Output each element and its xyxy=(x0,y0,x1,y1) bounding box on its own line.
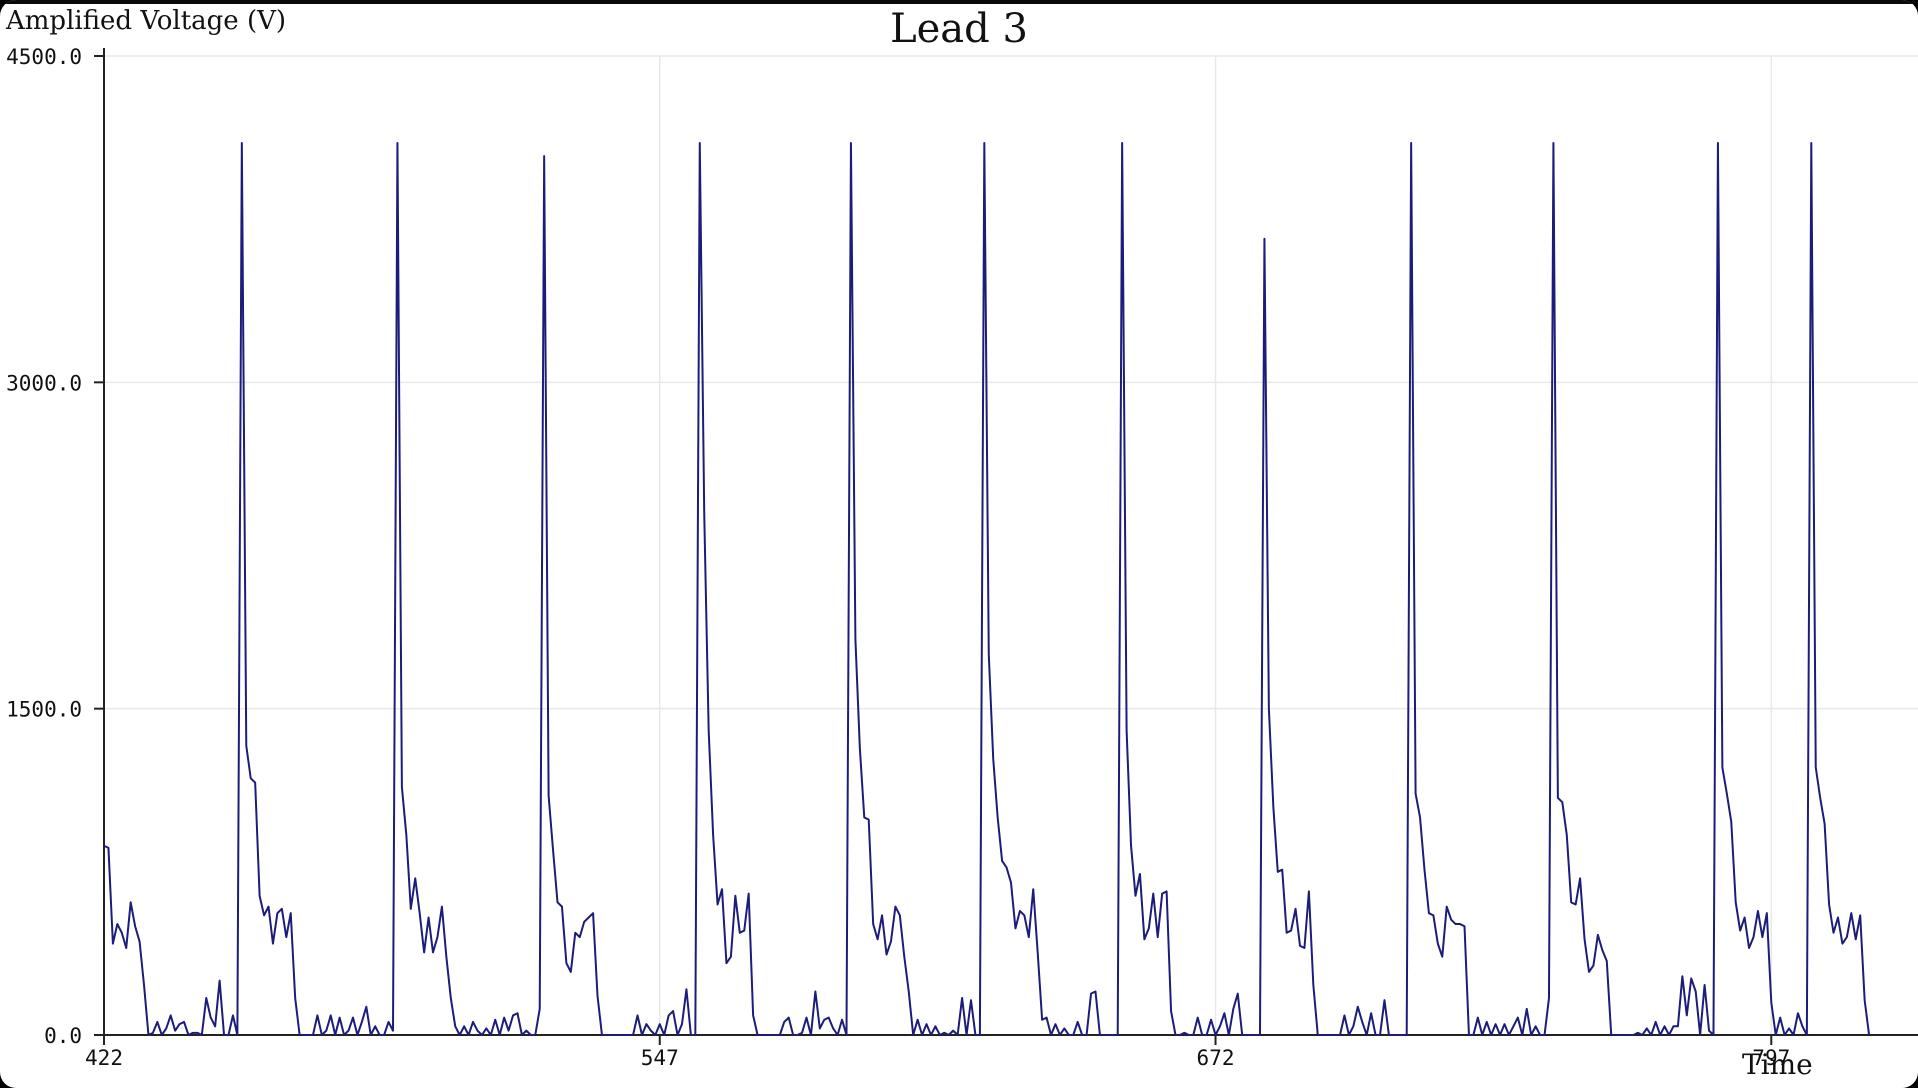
x-tick-label: 422 xyxy=(85,1046,123,1070)
y-tick-label: 3000.0 xyxy=(6,371,82,395)
grid xyxy=(104,55,1918,1035)
y-tick-label: 1500.0 xyxy=(6,698,82,722)
axes xyxy=(94,48,1918,1045)
x-axis-label: Time xyxy=(1742,1048,1813,1081)
x-tick-label: 672 xyxy=(1197,1046,1235,1070)
y-tick-label: 0.0 xyxy=(44,1024,82,1048)
series-line xyxy=(103,142,1871,1036)
window-top-strip xyxy=(0,0,1918,4)
series-layer xyxy=(103,142,1871,1036)
x-tick-label: 797 xyxy=(1752,1046,1790,1070)
y-tick-label: 4500.0 xyxy=(6,45,82,69)
tick-labels: 0.0 1500.0 3000.0 4500.0 422 547 672 797 xyxy=(6,45,1790,1070)
x-tick-label: 547 xyxy=(641,1046,679,1070)
y-axis-label: Amplified Voltage (V) xyxy=(6,6,287,36)
